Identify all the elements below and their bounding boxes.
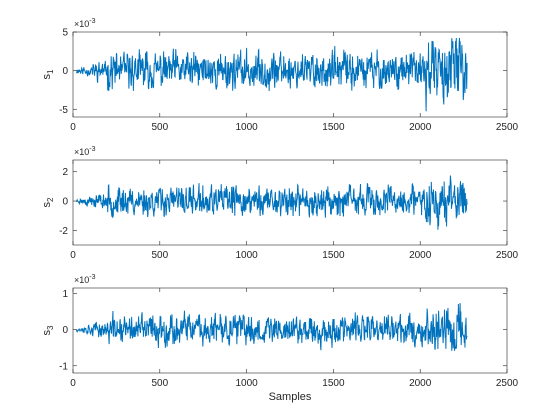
x-tick-label: 0 <box>70 378 76 389</box>
y-axis-label-sub: 1 <box>46 69 55 74</box>
exponent-power: -3 <box>89 274 95 281</box>
y-tick-label: 0 <box>62 66 68 77</box>
y-tick-label: -2 <box>59 226 68 237</box>
y-tick-label: 5 <box>62 28 68 39</box>
y-axis-label: s3 <box>41 325 55 336</box>
exponent-base: ×10 <box>74 275 89 285</box>
y-axis-label-sub: 2 <box>46 197 55 202</box>
y-axis-label: s2 <box>41 197 55 208</box>
axes-box <box>72 31 508 118</box>
x-tick-label: 1000 <box>235 122 258 133</box>
exponent-power: -3 <box>89 18 95 25</box>
x-tick-label: 2000 <box>409 122 432 133</box>
exponent-label: ×10-3 <box>74 146 96 157</box>
x-tick-label: 1500 <box>322 250 345 261</box>
x-tick-label: 0 <box>70 122 76 133</box>
y-tick-label: -5 <box>59 105 68 116</box>
x-tick-label: 1500 <box>322 378 345 389</box>
exponent-label: ×10-3 <box>74 18 96 29</box>
y-axis-label-main: s <box>41 201 53 207</box>
x-tick-label: 1000 <box>235 250 258 261</box>
x-axis-label: Samples <box>269 391 312 403</box>
x-tick-label: 2500 <box>496 250 519 261</box>
series-line-2-1 <box>76 175 468 230</box>
x-tick-label: 500 <box>151 122 168 133</box>
axes-box <box>72 159 508 246</box>
y-axis-label-main: s <box>41 73 53 79</box>
subplot-2: 0 500 1000 1500 2000 2500-202×10-3s2 <box>41 146 519 261</box>
x-tick-label: 0 <box>70 250 76 261</box>
x-tick-label: 2000 <box>409 250 432 261</box>
x-tick-label: 500 <box>151 378 168 389</box>
y-tick-label: -1 <box>59 361 68 372</box>
x-tick-label: 2000 <box>409 378 432 389</box>
exponent-power: -3 <box>89 146 95 153</box>
exponent-label: ×10-3 <box>74 274 96 285</box>
y-tick-label: 1 <box>62 289 68 300</box>
series-line-1-1 <box>76 37 468 112</box>
y-axis-label-sub: 3 <box>46 325 55 330</box>
y-axis-label: s1 <box>41 69 55 80</box>
y-tick-label: 0 <box>62 325 68 336</box>
series-line-3-1 <box>75 303 468 351</box>
x-tick-label: 1500 <box>322 122 345 133</box>
x-tick-label: 2500 <box>496 122 519 133</box>
exponent-base: ×10 <box>74 147 89 157</box>
x-tick-label: 500 <box>151 250 168 261</box>
subplot-1: 0 500 1000 1500 2000 2500-505×10-3s1 <box>41 18 519 133</box>
y-axis-label-main: s <box>41 329 53 335</box>
axes-box <box>72 287 508 374</box>
y-tick-label: 2 <box>62 167 68 178</box>
x-tick-label: 1000 <box>235 378 258 389</box>
exponent-base: ×10 <box>74 19 89 29</box>
x-tick-label: 2500 <box>496 378 519 389</box>
y-tick-label: 0 <box>62 197 68 208</box>
